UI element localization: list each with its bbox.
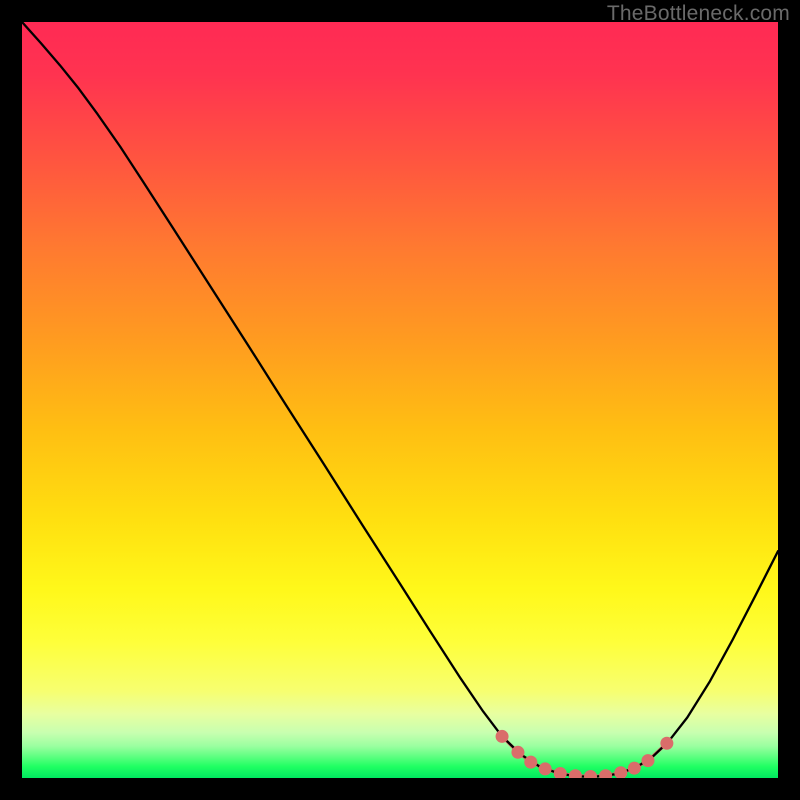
data-marker bbox=[641, 754, 654, 767]
data-marker bbox=[496, 730, 509, 743]
data-marker bbox=[511, 746, 524, 759]
stage: TheBottleneck.com bbox=[0, 0, 800, 800]
data-marker bbox=[628, 762, 641, 775]
chart-svg bbox=[22, 22, 778, 778]
gradient-background bbox=[22, 22, 778, 778]
plot-area bbox=[22, 22, 778, 778]
data-marker bbox=[660, 737, 673, 750]
data-marker bbox=[539, 762, 552, 775]
watermark-text: TheBottleneck.com bbox=[607, 2, 790, 26]
data-marker bbox=[524, 756, 537, 769]
